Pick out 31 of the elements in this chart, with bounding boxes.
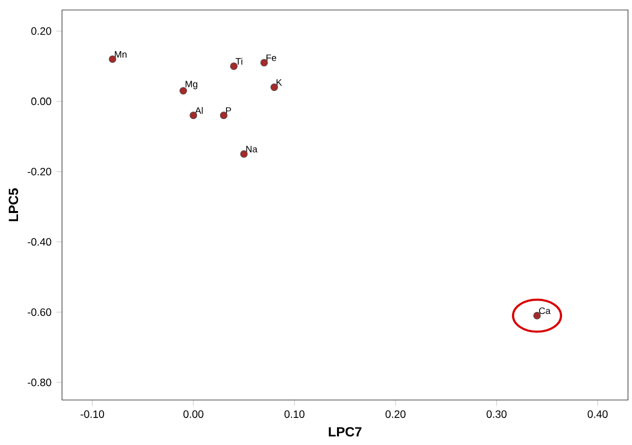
data-label: Ti — [236, 58, 242, 65]
y-tick-label: -0.20 — [28, 168, 52, 176]
x-tick-label: 0.30 — [486, 410, 507, 418]
point — [108, 55, 116, 63]
x-axis-title: LPC7 — [328, 427, 362, 437]
x-tick-label: 0.10 — [284, 410, 304, 418]
y-tick-label: -0.80 — [28, 378, 52, 386]
data-label: Na — [246, 146, 258, 152]
data-label: Mn — [114, 51, 126, 58]
point — [190, 112, 198, 120]
data-label: Fe — [266, 54, 276, 62]
data-label: K — [276, 79, 282, 86]
point — [270, 84, 278, 92]
point — [240, 150, 248, 158]
point — [220, 112, 228, 120]
y-tick-label: -0.60 — [28, 308, 52, 316]
data-label: Mg — [186, 80, 198, 90]
y-tick-label: 0.00 — [31, 98, 52, 106]
data-label: P — [226, 107, 232, 114]
y-tick-label: 0.20 — [31, 27, 52, 35]
data-label: Al — [195, 107, 203, 114]
data-label: Ca — [539, 307, 551, 314]
y-axis-title: LPC5 — [8, 188, 18, 222]
point — [260, 58, 268, 66]
y-tick-label: -0.40 — [28, 238, 52, 246]
x-tick-label: 0.00 — [183, 410, 204, 418]
x-tick-label: 0.20 — [386, 410, 406, 418]
point — [180, 87, 188, 95]
x-tick-label: 0.40 — [588, 410, 608, 418]
x-tick-label: -0.10 — [80, 410, 104, 418]
point — [533, 312, 541, 320]
